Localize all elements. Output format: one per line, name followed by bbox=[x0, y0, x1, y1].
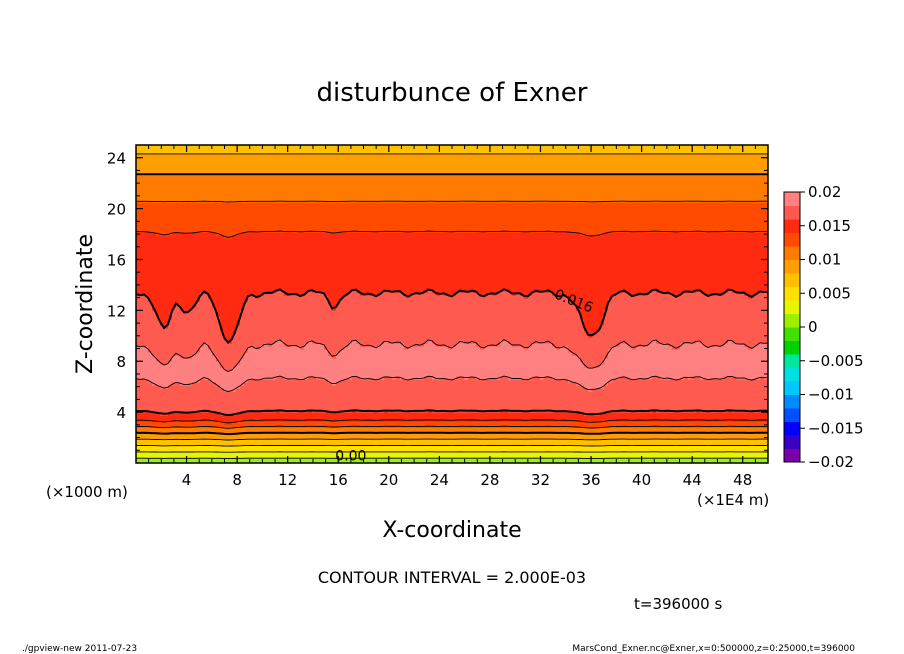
colorbar-swatch bbox=[784, 327, 800, 341]
contour-line bbox=[136, 438, 768, 441]
y-axis-ticks: 4 8 12 16 20 24 bbox=[107, 150, 768, 451]
colorbar-swatch bbox=[784, 273, 800, 287]
contour-line bbox=[136, 431, 768, 436]
chart-title: disturbunce of Exner bbox=[317, 78, 588, 108]
contour-line bbox=[136, 419, 768, 424]
colorbar-tick-label: −0.015 bbox=[808, 419, 864, 437]
x-axis-unit: (×1E4 m) bbox=[697, 491, 769, 509]
colorbar-swatch bbox=[784, 354, 800, 368]
x-tick-label: 20 bbox=[379, 471, 398, 489]
y-axis-label: Z-coordinate bbox=[73, 234, 98, 374]
colorbar-swatch bbox=[784, 259, 800, 274]
colorbar-swatch bbox=[784, 219, 800, 233]
colorbar-swatch bbox=[784, 421, 800, 436]
y-tick-label: 20 bbox=[107, 201, 126, 219]
x-tick-label: 4 bbox=[182, 471, 192, 489]
colorbar-swatch bbox=[784, 232, 800, 247]
y-axis-unit: (×1000 m) bbox=[46, 483, 128, 501]
y-tick-label: 4 bbox=[116, 404, 126, 422]
contour-line bbox=[136, 425, 768, 429]
colorbar-swatch bbox=[784, 381, 800, 395]
contour-interval-label: CONTOUR INTERVAL = 2.000E-03 bbox=[318, 568, 586, 587]
x-axis-label: X-coordinate bbox=[382, 518, 521, 543]
colorbar-swatch bbox=[784, 448, 800, 463]
colorbar-swatch bbox=[784, 408, 800, 422]
footer-left: ./gpview-new 2011-07-23 bbox=[22, 644, 137, 654]
x-tick-label: 36 bbox=[581, 471, 600, 489]
x-tick-label: 8 bbox=[232, 471, 242, 489]
colorbar-swatch bbox=[784, 300, 800, 314]
colorbar-tick-label: 0 bbox=[808, 318, 818, 336]
footer-right: MarsCond_Exner.nc@Exner,x=0:500000,z=0:2… bbox=[572, 644, 855, 654]
contour-line bbox=[136, 200, 768, 203]
y-tick-label: 16 bbox=[107, 251, 126, 269]
x-tick-label: 32 bbox=[531, 471, 550, 489]
colorbar-tick-label: 0.02 bbox=[808, 183, 841, 201]
colorbar-swatch bbox=[784, 394, 800, 409]
colorbar-swatch bbox=[784, 205, 800, 220]
colorbar-swatch bbox=[784, 435, 800, 449]
x-tick-label: 28 bbox=[480, 471, 499, 489]
x-tick-label: 44 bbox=[683, 471, 702, 489]
contour-line bbox=[136, 445, 768, 447]
time-label: t=396000 s bbox=[634, 595, 722, 613]
contour-line bbox=[136, 375, 768, 392]
colorbar-swatch bbox=[784, 286, 800, 301]
y-tick-label: 8 bbox=[116, 353, 126, 371]
x-tick-label: 12 bbox=[278, 471, 297, 489]
x-tick-label: 16 bbox=[329, 471, 348, 489]
contour-line bbox=[136, 288, 768, 344]
colorbar-tick-label: 0.015 bbox=[808, 217, 851, 235]
y-tick-label: 12 bbox=[107, 302, 126, 320]
colorbar-swatch bbox=[784, 246, 800, 260]
colorbar-swatch bbox=[784, 367, 800, 382]
contour-line bbox=[136, 339, 768, 373]
colorbar-swatch bbox=[784, 313, 800, 328]
colorbar-tick-label: −0.005 bbox=[808, 352, 864, 370]
x-tick-label: 24 bbox=[430, 471, 449, 489]
colorbar-tick-label: 0.005 bbox=[808, 284, 851, 302]
contour-label: 0.00 bbox=[335, 448, 366, 464]
contour-line bbox=[136, 230, 768, 238]
colorbar-tick-label: −0.02 bbox=[808, 453, 854, 471]
x-axis-ticks: 4 8 12 16 20 24 28 32 36 40 44 48 bbox=[148, 145, 756, 489]
contour-lines bbox=[136, 153, 768, 459]
x-tick-label: 40 bbox=[632, 471, 651, 489]
colorbar-tick-label: −0.01 bbox=[808, 386, 854, 404]
x-tick-label: 48 bbox=[733, 471, 752, 489]
colorbar-swatch bbox=[784, 192, 800, 206]
y-tick-label: 24 bbox=[107, 150, 126, 168]
colorbar-tick-label: 0.01 bbox=[808, 251, 841, 269]
contour-line bbox=[136, 409, 768, 417]
colorbar-swatch bbox=[784, 340, 800, 355]
colorbar: −0.02 −0.015 −0.01 −0.005 0 0.005 0.01 0.015 0.0… bbox=[783, 183, 864, 471]
